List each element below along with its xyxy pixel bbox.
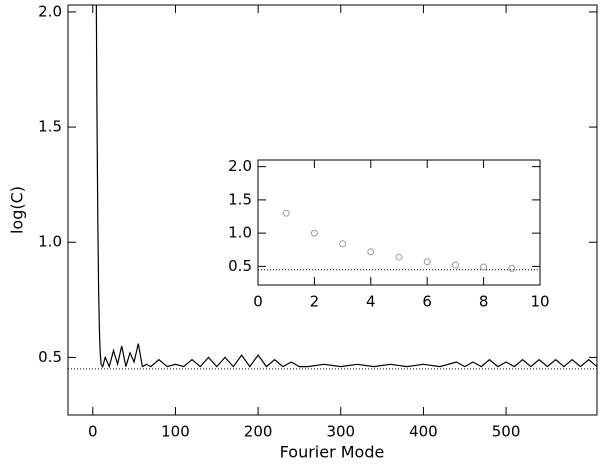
x-tick-label: 8 bbox=[479, 293, 489, 311]
y-tick-label: 0.5 bbox=[228, 257, 252, 275]
y-tick-label: 0.5 bbox=[38, 348, 62, 366]
y-tick-label: 1.0 bbox=[228, 224, 252, 242]
x-tick-label: 10 bbox=[530, 293, 549, 311]
data-point bbox=[310, 229, 318, 237]
plot-frame bbox=[257, 159, 541, 286]
y-tick-label: 2.0 bbox=[228, 157, 252, 175]
data-point bbox=[480, 263, 488, 271]
y-tick-label: 1.0 bbox=[38, 233, 62, 251]
x-tick-label: 300 bbox=[326, 423, 355, 441]
x-tick-label: 4 bbox=[366, 293, 376, 311]
x-tick-label: 6 bbox=[422, 293, 432, 311]
x-tick-label: 100 bbox=[161, 423, 190, 441]
plot-area bbox=[282, 209, 516, 272]
x-tick-label: 500 bbox=[492, 423, 521, 441]
x-tick-label: 400 bbox=[409, 423, 438, 441]
x-tick-label: 200 bbox=[244, 423, 273, 441]
data-point bbox=[339, 240, 347, 248]
y-axis-label: log(C) bbox=[8, 186, 27, 234]
x-tick-label: 2 bbox=[310, 293, 320, 311]
y-tick-label: 1.5 bbox=[38, 118, 62, 136]
y-tick-label: 2.0 bbox=[38, 2, 62, 20]
x-tick-label: 0 bbox=[253, 293, 263, 311]
data-point bbox=[367, 248, 375, 256]
x-tick-label: 0 bbox=[88, 423, 98, 441]
data-point bbox=[395, 253, 403, 261]
data-point bbox=[282, 209, 290, 217]
data-line bbox=[95, 5, 597, 369]
y-tick-label: 1.5 bbox=[228, 190, 252, 208]
plot-area bbox=[95, 5, 597, 369]
data-point bbox=[508, 264, 516, 272]
x-axis-label: Fourier Mode bbox=[280, 443, 385, 462]
data-point bbox=[423, 258, 431, 266]
data-point bbox=[451, 261, 459, 269]
